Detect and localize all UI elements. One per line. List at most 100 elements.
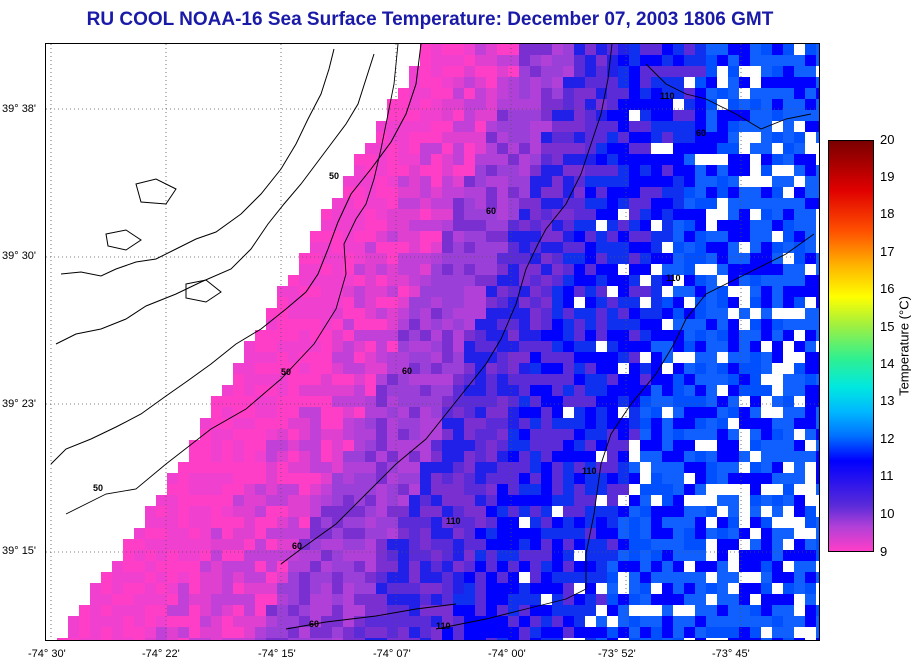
sst-pixel [684,594,695,605]
sst-pixel [508,605,519,616]
sst-pixel [618,517,629,528]
sst-pixel [607,110,618,121]
sst-pixel [332,231,343,242]
sst-pixel [706,187,717,198]
sst-pixel [420,198,431,209]
sst-pixel [640,154,651,165]
sst-pixel [365,242,376,253]
sst-pixel [288,627,299,638]
sst-map-svg: 50 50 50 60 60 60 60 60 110 110 110 110 … [46,44,819,640]
sst-pixel [398,286,409,297]
sst-pixel [552,638,563,640]
sst-pixel [695,275,706,286]
sst-pixel [332,330,343,341]
sst-pixel [585,297,596,308]
sst-pixel [464,209,475,220]
sst-pixel [343,539,354,550]
sst-pixel [365,462,376,473]
sst-pixel [255,572,266,583]
sst-pixel [387,638,398,640]
sst-pixel [365,396,376,407]
sst-pixel [398,132,409,143]
sst-pixel [134,616,145,627]
sst-pixel [783,374,794,385]
sst-pixel [728,264,739,275]
sst-pixel [222,385,233,396]
sst-pixel [365,253,376,264]
sst-pixel [288,396,299,407]
sst-pixel [651,275,662,286]
sst-pixel [420,616,431,627]
sst-pixel [387,451,398,462]
sst-pixel [442,132,453,143]
sst-pixel [530,165,541,176]
sst-pixel [310,418,321,429]
sst-pixel [596,594,607,605]
sst-pixel [585,44,596,55]
sst-pixel [728,330,739,341]
sst-pixel [431,495,442,506]
sst-pixel [530,154,541,165]
sst-pixel [794,473,805,484]
sst-pixel [629,154,640,165]
sst-pixel [563,308,574,319]
sst-pixel [607,495,618,506]
sst-pixel [673,506,684,517]
sst-pixel [310,528,321,539]
sst-pixel [618,396,629,407]
sst-pixel [739,583,750,594]
sst-pixel [277,638,288,640]
sst-pixel [244,550,255,561]
sst-pixel [541,363,552,374]
sst-pixel [530,627,541,638]
sst-pixel [673,616,684,627]
sst-pixel [816,616,819,627]
sst-pixel [475,66,486,77]
sst-pixel [310,539,321,550]
sst-pixel [530,550,541,561]
sst-pixel [783,495,794,506]
sst-pixel [816,99,819,110]
sst-pixel [585,143,596,154]
sst-pixel [156,594,167,605]
sst-pixel [673,550,684,561]
sst-pixel [596,429,607,440]
sst-pixel [574,594,585,605]
sst-pixel [178,605,189,616]
sst-pixel [453,88,464,99]
sst-pixel [794,99,805,110]
sst-pixel [277,594,288,605]
sst-pixel [398,451,409,462]
sst-pixel [541,231,552,242]
sst-pixel [508,583,519,594]
sst-pixel [574,385,585,396]
contour-label: 60 [696,128,706,138]
sst-pixel [354,583,365,594]
sst-pixel [607,550,618,561]
sst-map[interactable]: 50 50 50 60 60 60 60 60 110 110 110 110 … [45,43,820,641]
sst-pixel [640,330,651,341]
sst-pixel [739,385,750,396]
sst-pixel [343,638,354,640]
sst-pixel [541,44,552,55]
sst-pixel [343,297,354,308]
sst-pixel [321,308,332,319]
sst-pixel [552,440,563,451]
sst-pixel [475,44,486,55]
sst-pixel [728,242,739,253]
sst-pixel [761,209,772,220]
sst-pixel [673,220,684,231]
sst-pixel [805,517,816,528]
sst-pixel [134,638,145,640]
sst-pixel [607,473,618,484]
sst-pixel [420,88,431,99]
sst-pixel [420,473,431,484]
sst-pixel [519,330,530,341]
sst-pixel [794,572,805,583]
sst-pixel [574,110,585,121]
sst-pixel [530,66,541,77]
sst-pixel [398,297,409,308]
sst-pixel [464,341,475,352]
sst-pixel [189,594,200,605]
sst-pixel [453,297,464,308]
